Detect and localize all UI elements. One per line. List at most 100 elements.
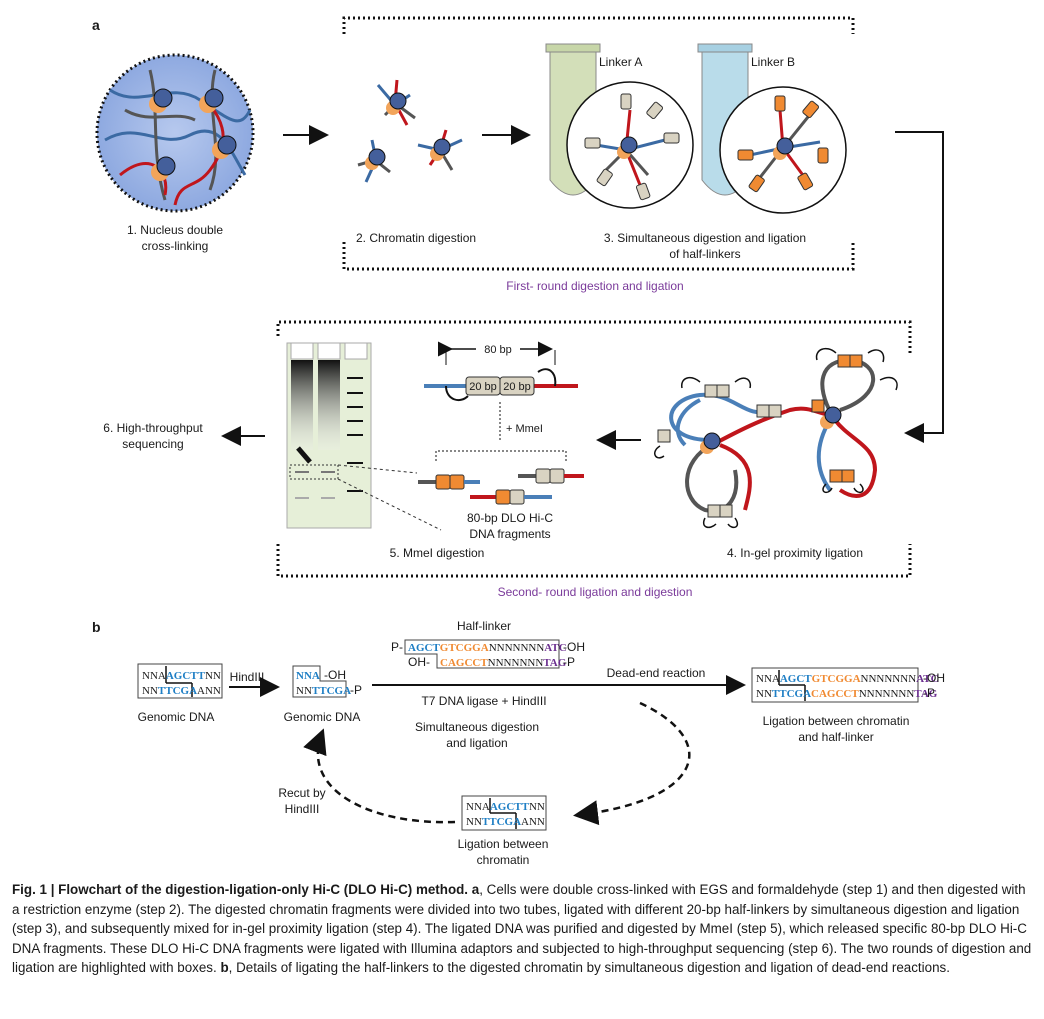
step3-label-line1: 3. Simultaneous digestion and ligation [604, 231, 806, 245]
chromatin-ligation-dna [461, 795, 547, 831]
lc-bottom: NNTTCGAANN [466, 816, 545, 828]
res-bot-suffix: -P [923, 686, 935, 700]
second-round-label: Second- round ligation and digestion [498, 585, 693, 599]
hl-bot-prefix: OH- [408, 655, 430, 669]
g1-top-b: AGCTT [166, 670, 206, 682]
g1-bot-c: ANN [197, 685, 221, 697]
g2-top-suffix: -OH [324, 668, 346, 682]
half-linker [404, 639, 560, 669]
hl-bot-orange: CAGCCT [440, 657, 488, 669]
g2-top: NNA [296, 670, 320, 682]
step4-label: 4. In-gel proximity ligation [727, 546, 863, 560]
g1-bot-b: TTCGA [158, 685, 197, 697]
lc-top-a: NNA [466, 801, 490, 813]
panel-a-label: a [92, 17, 100, 33]
chromatin-fragments [357, 79, 463, 183]
lig-hl-label-line1: Ligation between chromatin [763, 714, 910, 728]
step1-label-line1: 1. Nucleus double [127, 223, 223, 237]
hl-top-prefix: P- [391, 640, 403, 654]
fragments-label-line2: DNA fragments [469, 527, 550, 541]
half-linker-title: Half-linker [457, 619, 511, 633]
res-top: NNAAGCTGTCGGANNNNNNNATC [756, 673, 939, 685]
hl-bot-purple: TAG [543, 657, 566, 669]
step1-label-line2: cross-linking [142, 239, 209, 253]
dashed-arrow-recut [303, 728, 456, 824]
step6-label-line1: 6. High-throughput [103, 421, 203, 435]
bp20-right: 20 bp [503, 381, 531, 393]
tube-linker-a [545, 43, 694, 209]
gel [286, 342, 442, 531]
hl-bot-seq: CAGCCTNNNNNNNTAG [440, 657, 567, 669]
hl-bot-n: NNNNNNN [488, 657, 544, 669]
dlo-fragments [418, 468, 584, 505]
arrow-step3-to-4 [895, 131, 944, 443]
figure-diagram: a 1. Nucleus double cross-linking [92, 16, 945, 867]
genomic-dna-label-2: Genomic DNA [284, 710, 361, 724]
hl-top-n: NNNNNNN [489, 642, 545, 654]
mmei-fragment [424, 341, 578, 461]
caption-text-a: , Cells were double cross-linked with EG… [12, 882, 1032, 976]
step3-label-line2: of half-linkers [669, 247, 740, 261]
step2-label: 2. Chromatin digestion [356, 231, 476, 245]
recut-label-line2: HindIII [285, 802, 320, 816]
lc-top-b: AGCTT [490, 801, 530, 813]
result-dna [751, 667, 919, 703]
bp80-label: 80 bp [484, 344, 512, 356]
genomic-dna-2 [292, 665, 347, 698]
hindiii-label: HindIII [230, 670, 265, 684]
hl-top-blue: AGCT [408, 642, 440, 654]
res-top-d: NNNNNNN [861, 673, 917, 685]
bp20-left: 20 bp [469, 381, 497, 393]
res-top-suffix: -OH [923, 671, 945, 685]
hl-top-seq: AGCTGTCGGANNNNNNNATC [408, 642, 567, 654]
res-bot-b: TTCGA [772, 688, 811, 700]
res-top-c: GTCGGA [812, 673, 861, 685]
genomic-dna-label-1: Genomic DNA [138, 710, 215, 724]
dead-end-label: Dead-end reaction [607, 666, 706, 680]
g2-bot-suffix: -P [350, 683, 362, 697]
g1-top: NNAAGCTTNN [142, 670, 221, 682]
g1-bot-a: NN [142, 685, 158, 697]
caption-text-b: , Details of ligating the half-linkers t… [228, 960, 950, 976]
lc-bot-c: ANN [521, 816, 545, 828]
figure-caption: Fig. 1 | Flowchart of the digestion-liga… [12, 880, 1032, 978]
first-round-label: First- round digestion and ligation [506, 279, 683, 293]
linker-a-label: Linker A [599, 55, 642, 69]
caption-b-label: b [220, 960, 229, 976]
g1-top-c: NN [205, 670, 221, 682]
simul-label-line2: and ligation [446, 736, 507, 750]
nucleus [95, 53, 255, 213]
res-top-e: ATC [916, 673, 938, 685]
fragments-label-line1: 80-bp DLO Hi-C [467, 511, 553, 525]
res-bot-e: TAG [914, 688, 937, 700]
hl-bot-suffix: -P [563, 655, 575, 669]
recut-label-line1: Recut by [278, 786, 325, 800]
res-top-a: NNA [756, 673, 780, 685]
linker-b-label: Linker B [751, 55, 795, 69]
dashed-arrow-to-chromatin-ligation [573, 701, 691, 826]
tube-linker-b [697, 43, 847, 214]
hl-top-purple: ATC [544, 642, 566, 654]
hl-top-orange: GTCGGA [440, 642, 489, 654]
caption-title: Fig. 1 | Flowchart of the digestion-liga… [12, 882, 469, 897]
hl-top-suffix: -OH [563, 640, 585, 654]
t7-label: T7 DNA ligase + HindIII [421, 694, 546, 708]
lc-top-c: NN [529, 801, 545, 813]
lig-hl-label-line2: and half-linker [798, 730, 873, 744]
g2-bot-b: TTCGA [312, 685, 351, 697]
step6-label-line2: sequencing [122, 437, 183, 451]
lc-bot-b: TTCGA [482, 816, 521, 828]
res-bot-d: NNNNNNN [859, 688, 915, 700]
proximity-ligation [654, 347, 898, 529]
lig-ch-label-line1: Ligation between [458, 837, 549, 851]
lc-top: NNAAGCTTNN [466, 801, 545, 813]
panel-b-label: b [92, 619, 101, 635]
simul-label-line1: Simultaneous digestion [415, 720, 539, 734]
res-top-b: AGCT [780, 673, 812, 685]
caption-a-label: a [471, 882, 480, 897]
res-bot-a: NN [756, 688, 772, 700]
g1-top-a: NNA [142, 670, 166, 682]
first-round-box [342, 16, 855, 271]
g1-bottom: NNTTCGAANN [142, 685, 221, 697]
